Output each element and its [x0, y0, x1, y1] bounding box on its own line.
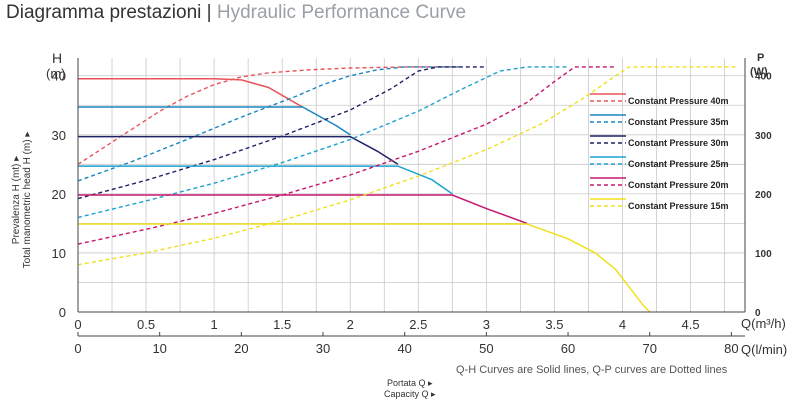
right-axis-tick-label: 100 [755, 249, 772, 260]
x-axis-m3h-tick-label: 1.5 [273, 317, 291, 332]
title-separator: | [201, 2, 217, 23]
title-subtitle: Hydraulic Performance Curve [216, 2, 467, 23]
x-axis-lmin-tick-label: 0 [74, 341, 81, 356]
legend-label: Constant Pressure 15m [628, 201, 729, 211]
grid [78, 58, 745, 312]
bottom-label-it: Portata Q ▸ [387, 378, 433, 388]
right-axis-top-label: P [757, 52, 764, 64]
x-axis-m3h-tick-label: 2 [347, 317, 354, 332]
x-axis-m3h-tick-label: 0.5 [137, 317, 155, 332]
right-axis-tick-label: 400 [755, 72, 772, 83]
left-axis-tick-label: 40 [52, 69, 66, 84]
curves [77, 66, 739, 313]
right-axis-tick-label: 0 [755, 308, 761, 319]
qh-curve-constant-pressure-25m [78, 165, 453, 195]
x-axis-lmin-tick-label: 60 [561, 341, 575, 356]
x-axis-lmin-tick-label: 20 [234, 341, 248, 356]
x-axis-m3h-tick-label: 1 [211, 317, 218, 332]
qp-curve-constant-pressure-40m [77, 66, 460, 165]
qp-curve-constant-pressure-20m [77, 66, 616, 245]
bottom-label-en: Capacity Q ▸ [384, 389, 436, 399]
x-axis-m3h-label: Q(m³/h) [741, 316, 786, 331]
right-axis-tick-label: 300 [755, 131, 772, 142]
x-axis-lmin-tick-label: 30 [316, 341, 330, 356]
qp-curve-constant-pressure-35m [77, 66, 460, 182]
x-axis-lmin-tick-label: 80 [724, 341, 738, 356]
x-axis-lmin-tick-label: 40 [397, 341, 411, 356]
x-axis-m3h-tick-label: 4.5 [682, 317, 700, 332]
qh-curve-constant-pressure-35m [78, 106, 351, 136]
labels: H (m) P (W) Q(m³/h) Q(l/min) Q-H Curves … [11, 50, 787, 399]
left-axis-tick-label: 20 [52, 187, 66, 202]
x-axis-lmin-tick-label: 70 [642, 341, 656, 356]
qp-curve-constant-pressure-30m [77, 66, 487, 200]
right-axis-tick-label: 200 [755, 190, 772, 201]
x-axis-lmin-tick-label: 10 [152, 341, 166, 356]
left-axis-top-label: H [52, 50, 62, 66]
x-axis-m3h-tick-label: 3 [483, 317, 490, 332]
right-axis-unit-label: (W) [750, 66, 768, 78]
left-axis-unit-label: (m) [46, 66, 66, 81]
qp-curve-constant-pressure-15m [77, 66, 739, 266]
qh-curve-constant-pressure-30m [78, 135, 399, 165]
page-title: Diagramma prestazioni | Hydraulic Perfor… [6, 2, 466, 24]
legend-label: Constant Pressure 40m [628, 96, 729, 106]
legend-label: Constant Pressure 20m [628, 180, 729, 190]
legend-label: Constant Pressure 35m [628, 117, 729, 127]
left-axis-tick-label: 30 [52, 128, 66, 143]
curve-type-note: Q-H Curves are Solid lines, Q-P curves a… [456, 364, 728, 376]
title-main: Diagramma prestazioni [6, 2, 202, 23]
qp-curve-constant-pressure-25m [77, 66, 568, 219]
left-axis-title-en: Total manometric head H (m) ▸ [22, 132, 33, 269]
x-axis-lmin-tick-label: 50 [479, 341, 493, 356]
left-axis-title-it: Prevalenza H (mt) ▸ [11, 156, 22, 244]
x-axis-m3h-tick-label: 2.5 [409, 317, 427, 332]
qh-curve-constant-pressure-20m [78, 194, 528, 225]
legend-label: Constant Pressure 30m [628, 138, 729, 148]
left-axis-tick-label: 0 [59, 305, 66, 320]
x-axis-lmin-label: Q(l/min) [741, 342, 787, 357]
x-axis-m3h-tick-label: 4 [619, 317, 626, 332]
legend-label: Constant Pressure 25m [628, 159, 729, 169]
legend: Constant Pressure 40m Constant Pressure 3… [590, 93, 729, 211]
qh-curve-constant-pressure-15m [78, 223, 651, 313]
x-axis-m3h-tick-label: 0 [74, 317, 81, 332]
left-axis-tick-label: 10 [52, 246, 66, 261]
x-axis-m3h-tick-label: 3.5 [545, 317, 563, 332]
